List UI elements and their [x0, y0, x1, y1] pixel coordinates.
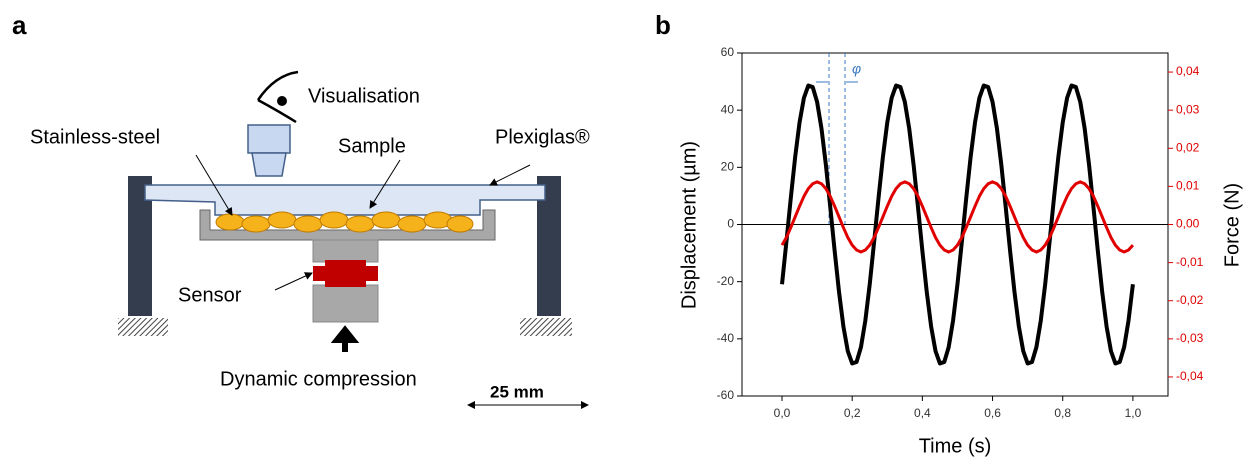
y-tick-label: 40	[721, 102, 735, 116]
label: 25 mm	[490, 382, 544, 401]
y-axis-label: Displacement (µm)	[678, 141, 700, 309]
y2-tick-label: 0,00	[1176, 217, 1200, 231]
x-tick-label: 0,6	[984, 406, 1001, 420]
panel-label: a	[12, 10, 27, 40]
y2-tick-label: 0,03	[1176, 102, 1200, 116]
y-tick-label: -60	[717, 388, 735, 402]
label: Sensor	[178, 284, 242, 306]
y-tick-label: -40	[717, 331, 735, 345]
label: Visualisation	[308, 85, 420, 107]
panel-label: b	[655, 10, 671, 40]
y-tick-label: 0	[727, 217, 734, 231]
y-tick-label: 20	[721, 160, 735, 174]
y2-tick-label: 0,02	[1176, 140, 1200, 154]
y2-axis-label: Force (N)	[1221, 183, 1243, 267]
y2-tick-label: -0,02	[1176, 293, 1204, 307]
x-tick-label: 0,0	[774, 406, 791, 420]
y2-tick-label: 0,01	[1176, 179, 1200, 193]
y-tick-label: -20	[717, 274, 735, 288]
x-tick-label: 0,8	[1054, 406, 1071, 420]
y2-tick-label: 0,04	[1176, 64, 1200, 78]
x-axis-label: Time (s)	[919, 435, 992, 457]
label: Dynamic compression	[220, 368, 417, 390]
data-line	[780, 180, 1135, 254]
x-tick-label: 1,0	[1125, 406, 1142, 420]
annotation: φ	[852, 61, 861, 77]
data-line	[780, 83, 1135, 366]
y2-tick-label: -0,04	[1176, 369, 1204, 383]
y2-tick-label: -0,01	[1176, 255, 1204, 269]
label: Sample	[338, 135, 406, 157]
y2-tick-label: -0,03	[1176, 331, 1204, 345]
diagram	[118, 70, 589, 409]
x-tick-label: 0,4	[914, 406, 931, 420]
label: Plexiglas®	[495, 126, 590, 148]
label: Stainless-steel	[30, 126, 160, 148]
y-tick-label: 60	[721, 45, 735, 59]
x-tick-label: 0,2	[844, 406, 861, 420]
